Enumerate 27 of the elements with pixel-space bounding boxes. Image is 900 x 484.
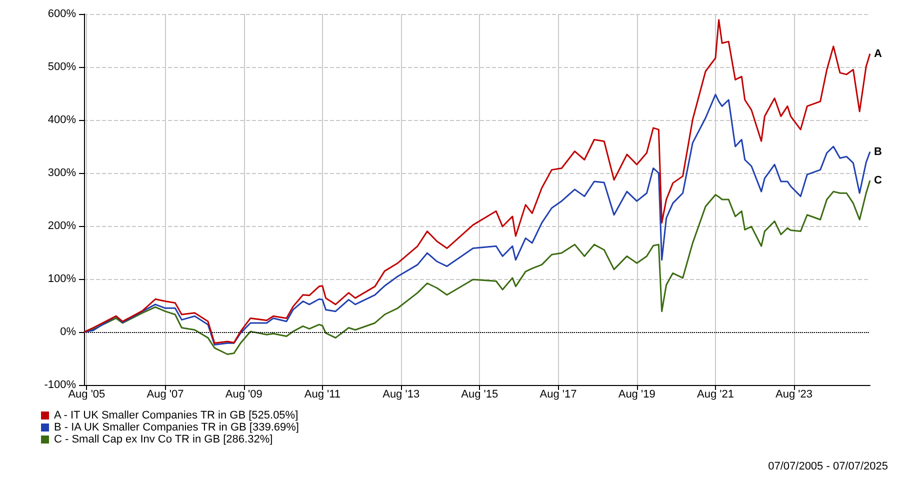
y-tick-label: 300% [48,167,76,179]
y-tick-label: 400% [48,114,76,126]
x-tick-label: Aug '11 [304,388,341,400]
annotation: B [874,146,882,158]
annotation: A [874,48,882,60]
text: 07/07/2005 - 07/07/2025 [768,460,888,472]
x-tick-label: Aug '17 [540,388,577,400]
line-series [83,94,871,346]
y-tick-label: 200% [48,220,76,232]
x-tick-label: Aug '09 [225,388,262,400]
y-tick-label: 100% [48,273,76,285]
annotation: C [874,174,882,186]
x-tick-label: Aug '07 [146,388,184,400]
x-tick-label: Aug '15 [461,388,498,400]
x-tick-label: Aug '19 [618,388,656,400]
line-series [83,19,871,344]
x-tick-label: Aug '21 [697,388,734,400]
legend-label: C - Small Cap ex Inv Co TR in GB [286.32%] [54,434,273,446]
y-tick-label: 0% [60,326,76,338]
y-tick-label: 500% [48,61,76,73]
legend-label: A - IT UK Smaller Companies TR in GB [525.05%] [54,410,298,422]
legend-label: B - IA UK Smaller Companies TR in GB [339.69%] [54,422,299,434]
x-tick-label: Aug '05 [68,388,106,400]
y-tick-label: 600% [48,8,76,20]
x-tick-label: Aug '23 [776,388,813,400]
y-tick-label: -100% [44,379,76,391]
x-tick-label: Aug '13 [382,388,420,400]
